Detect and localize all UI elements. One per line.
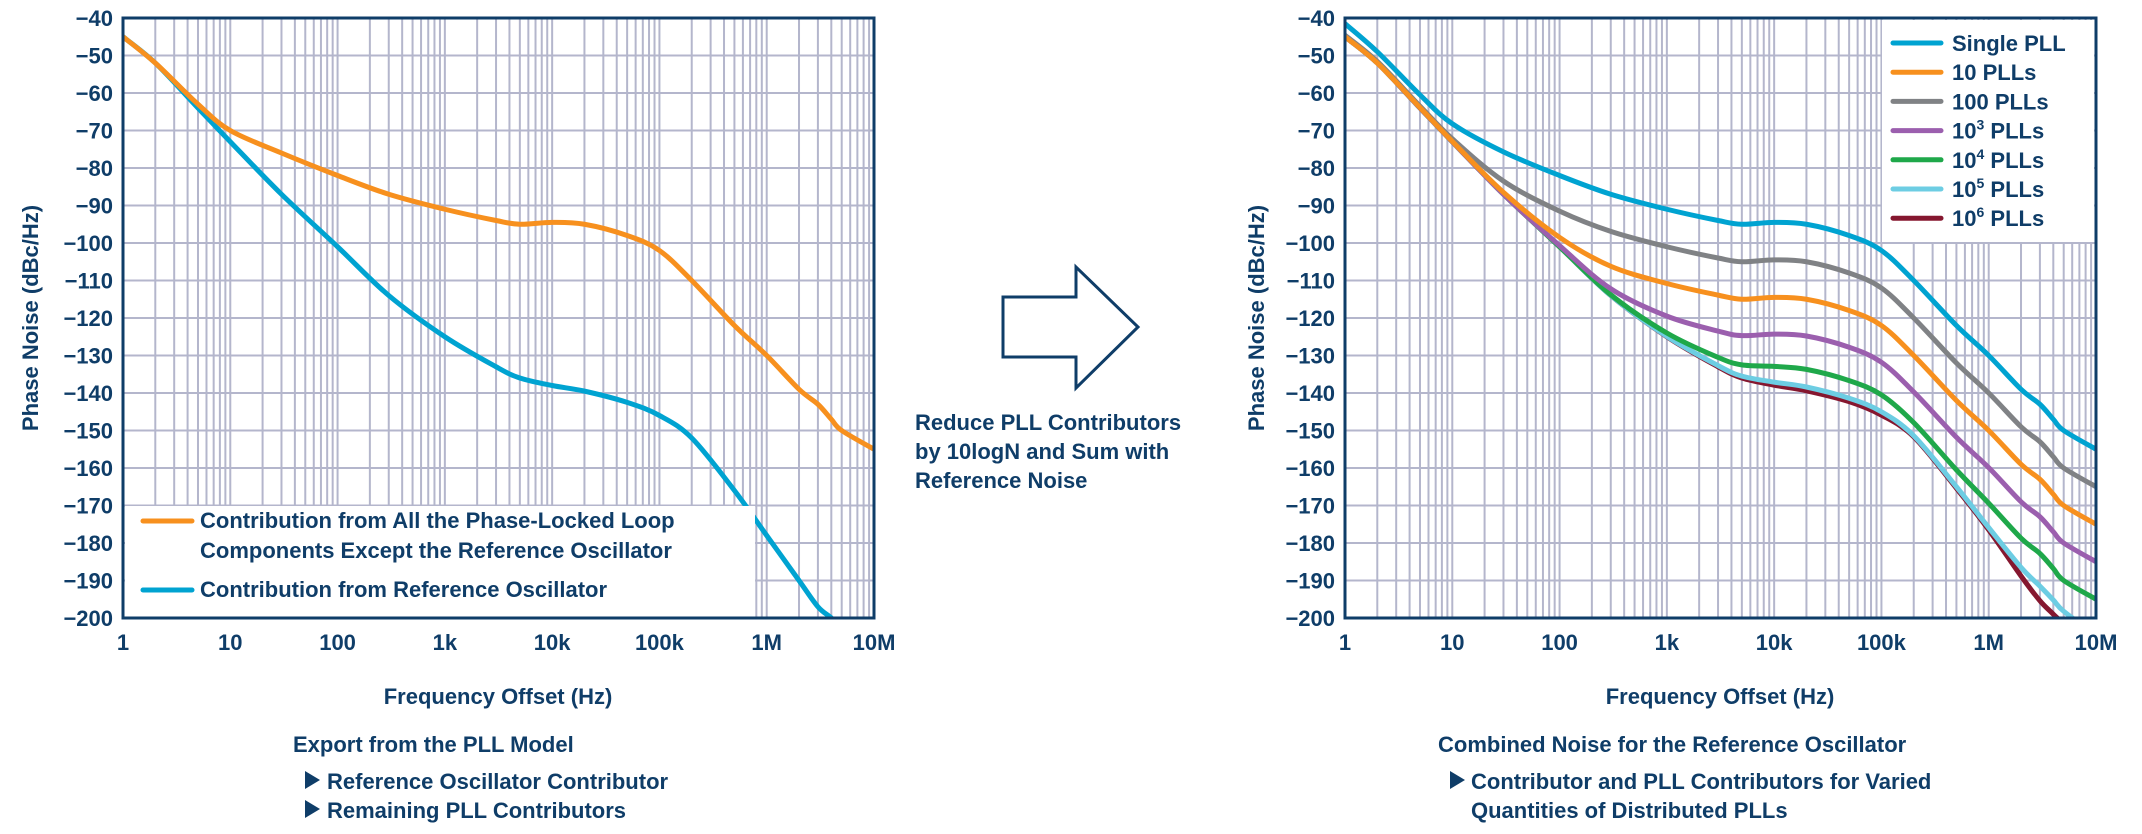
- y-tick-label: −60: [76, 81, 113, 106]
- right-y-axis-title: Phase Noise (dBc/Hz): [1244, 205, 1269, 431]
- series-group: [123, 34, 874, 618]
- y-tick-label: −160: [1285, 456, 1335, 481]
- y-tick-label: −130: [63, 344, 113, 369]
- legend-label: 103 PLLs: [1952, 117, 2044, 144]
- bullet-triangle-icon: [1450, 771, 1465, 789]
- x-tick-label: 100k: [1857, 630, 1907, 655]
- arrow-text-line-3: Reference Noise: [915, 468, 1087, 493]
- y-tick-label: −100: [1285, 231, 1335, 256]
- y-tick-label: −170: [63, 494, 113, 519]
- x-tick-label: 100: [1541, 630, 1578, 655]
- legend-label: 104 PLLs: [1952, 146, 2044, 173]
- y-tick-label: −140: [63, 381, 113, 406]
- left-y-axis-title: Phase Noise (dBc/Hz): [18, 205, 43, 431]
- y-tick-label: −110: [65, 269, 113, 294]
- y-tick-label: −40: [76, 6, 113, 31]
- left-legend: Contribution from All the Phase-Locked L…: [125, 506, 755, 617]
- arrow-text-line-2: by 10logN and Sum with: [915, 439, 1169, 464]
- y-tick-label: −190: [63, 569, 113, 594]
- y-tick-label: −120: [1285, 306, 1335, 331]
- y-tick-label: −200: [63, 606, 113, 631]
- y-tick-label: −130: [1285, 344, 1335, 369]
- right-bullet-2: Quantities of Distributed PLLs: [1471, 798, 1788, 823]
- right-bullet-1: Contributor and PLL Contributors for Var…: [1471, 769, 1931, 794]
- y-tick-label: −50: [1298, 44, 1335, 69]
- right-x-axis-title: Frequency Offset (Hz): [1606, 684, 1835, 709]
- x-tick-label: 10: [218, 630, 242, 655]
- y-tick-label: −40: [1298, 6, 1335, 31]
- y-tick-label: −60: [1298, 81, 1335, 106]
- legend-box: [125, 506, 755, 617]
- legend-label: Contribution from Reference Oscillator: [200, 577, 607, 602]
- arrow-text-line-1: Reduce PLL Contributors: [915, 410, 1181, 435]
- y-tick-label: −180: [1285, 531, 1335, 556]
- y-tick-label: −80: [1298, 156, 1335, 181]
- x-tick-label: 1k: [433, 630, 458, 655]
- x-tick-label: 100: [319, 630, 356, 655]
- series-line-0: [1345, 21, 2096, 452]
- y-tick-label: −90: [1298, 194, 1335, 219]
- left-bullet-2: Remaining PLL Contributors: [327, 798, 626, 823]
- y-tick-label: −170: [1285, 494, 1335, 519]
- y-tick-label: −140: [1285, 381, 1335, 406]
- x-tick-label: 1M: [751, 630, 782, 655]
- x-tick-label: 1: [117, 630, 129, 655]
- y-tick-label: −90: [76, 194, 113, 219]
- legend-label: Single PLL: [1952, 31, 2066, 56]
- legend-label: 105 PLLs: [1952, 175, 2044, 202]
- y-tick-label: −200: [1285, 606, 1335, 631]
- right-chart: −40 −50 −60 −70 −80 −90 −100 −110 −120 −130 −140 −1…: [1285, 6, 2118, 655]
- y-tick-label: −70: [1298, 119, 1335, 144]
- series-line-1: [1345, 34, 2096, 527]
- y-tick-label: −160: [63, 456, 113, 481]
- plot-frame: [121, 16, 876, 620]
- bullet-triangle-icon: [305, 771, 320, 789]
- x-tick-label: 100k: [635, 630, 685, 655]
- series-group: [1345, 21, 2096, 618]
- y-tick-label: −120: [63, 306, 113, 331]
- legend-label: 100 PLLs: [1952, 89, 2049, 114]
- left-caption: Export from the PLL Model: [293, 732, 574, 757]
- series-line-0: [123, 34, 874, 452]
- y-tick-label: −80: [76, 156, 113, 181]
- left-x-axis-title: Frequency Offset (Hz): [384, 684, 613, 709]
- x-tick-label: 10k: [1756, 630, 1793, 655]
- y-tick-label: −150: [1285, 419, 1335, 444]
- x-tick-label: 10M: [2075, 630, 2118, 655]
- y-tick-label: −190: [1285, 569, 1335, 594]
- x-tick-label: 10: [1440, 630, 1464, 655]
- right-arrow-icon: [1001, 263, 1141, 392]
- plot-frame: [1343, 16, 2098, 620]
- x-tick-label: 1: [1339, 630, 1351, 655]
- left-bullet-1: Reference Oscillator Contributor: [327, 769, 669, 794]
- y-tick-label: −110: [1287, 269, 1335, 294]
- y-tick-label: −70: [76, 119, 113, 144]
- y-tick-label: −50: [76, 44, 113, 69]
- legend-label: 10 PLLs: [1952, 60, 2036, 85]
- x-tick-label: 10M: [853, 630, 896, 655]
- y-tick-label: −180: [63, 531, 113, 556]
- x-tick-label: 1M: [1973, 630, 2004, 655]
- legend-label: Contribution from All the Phase-Locked L…: [200, 508, 675, 533]
- series-line-1: [123, 34, 836, 618]
- legend-label: 106 PLLs: [1952, 204, 2044, 231]
- series-line-2: [1345, 33, 2096, 489]
- y-tick-label: −100: [63, 231, 113, 256]
- bullet-triangle-icon: [305, 800, 320, 818]
- left-chart: −40 −50 −60 −70 −80 −90 −100 −110 −120 −130 −140 −1…: [63, 6, 896, 655]
- x-tick-label: 1k: [1655, 630, 1680, 655]
- right-caption: Combined Noise for the Reference Oscilla…: [1438, 732, 1907, 757]
- legend-label: Components Except the Reference Oscillat…: [200, 538, 672, 563]
- x-tick-label: 10k: [534, 630, 571, 655]
- y-tick-label: −150: [63, 419, 113, 444]
